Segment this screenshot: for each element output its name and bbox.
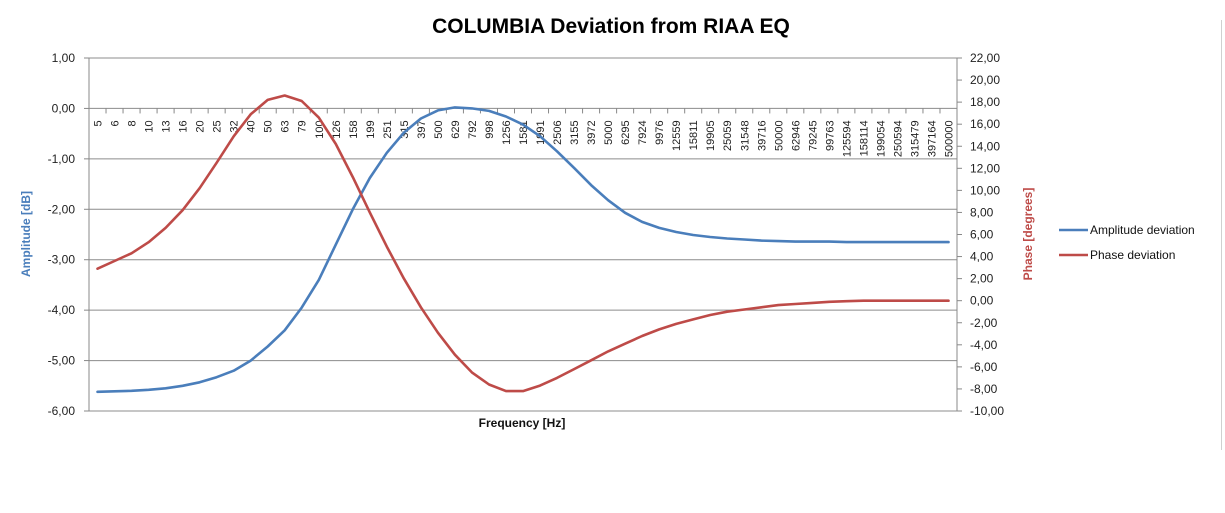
x-tick-label: 25 <box>212 120 224 132</box>
right-tick-label: 12,00 <box>970 161 1000 175</box>
right-tick-label: -6,00 <box>970 360 998 374</box>
phase-deviation-line <box>96 94 950 393</box>
x-tick-label: 10 <box>144 120 156 132</box>
x-tick-label: 6295 <box>620 120 632 144</box>
x-tick-label: 3155 <box>569 120 581 144</box>
chart-title: COLUMBIA Deviation from RIAA EQ <box>432 15 790 38</box>
x-tick-label: 5000 <box>603 120 615 144</box>
right-tick-label: 8,00 <box>970 205 994 219</box>
x-tick-label: 99763 <box>824 120 836 151</box>
x-tick-label: 63 <box>280 120 292 132</box>
x-tick-label: 158114 <box>858 120 870 156</box>
x-tick-label: 629 <box>450 120 462 138</box>
x-tick-label: 7924 <box>637 120 649 144</box>
right-tick-label: 2,00 <box>970 272 994 286</box>
x-tick-label: 500000 <box>944 120 956 157</box>
right-tick-label: -4,00 <box>970 338 998 352</box>
x-tick-label: 50 <box>263 120 275 132</box>
x-tick-label: 126 <box>331 120 343 138</box>
x-tick-label: 8 <box>127 120 139 126</box>
right-tick-label: 4,00 <box>970 250 994 264</box>
x-tick-label: 20 <box>195 120 207 132</box>
x-tick-label: 3972 <box>586 120 598 144</box>
x-tick-label: 125594 <box>841 120 853 157</box>
left-tick-label: -1,00 <box>48 152 76 166</box>
x-tick-label: 25059 <box>722 120 734 151</box>
left-tick-label: 1,00 <box>52 51 76 65</box>
x-tick-label: 397 <box>416 120 428 138</box>
x-tick-label: 2506 <box>552 120 564 144</box>
x-tick-label: 15811 <box>688 120 700 150</box>
x-tick-label: 5 <box>93 120 105 126</box>
x-tick-label: 19905 <box>705 120 717 151</box>
x-tick-label: 158 <box>348 120 360 138</box>
legend: Amplitude deviation Phase deviation <box>1059 223 1195 262</box>
x-tick-label: 1256 <box>501 120 513 144</box>
left-tick-label: -3,00 <box>48 253 76 267</box>
right-tick-label: 0,00 <box>970 294 994 308</box>
x-tick-label: 16 <box>178 120 190 132</box>
x-tick-label: 500 <box>433 120 445 138</box>
right-tick-label: -10,00 <box>970 404 1004 418</box>
x-tick-label: 6 <box>110 120 122 126</box>
right-axis-ticks: 22,00 20,00 18,00 16,00 14,00 12,00 10,00 8,00 6… <box>956 51 1004 418</box>
amplitude-deviation-line <box>96 106 950 394</box>
x-tick-label: 62946 <box>790 120 802 151</box>
x-tick-label: 31548 <box>739 120 751 151</box>
left-tick-label: -4,00 <box>48 303 76 317</box>
left-tick-label: -5,00 <box>48 354 76 368</box>
x-tick-label: 251 <box>382 120 394 138</box>
right-tick-label: 14,00 <box>970 139 1000 153</box>
x-tick-label: 12559 <box>671 120 683 151</box>
legend-label: Amplitude deviation <box>1090 223 1195 237</box>
x-tick-label: 9976 <box>654 120 666 144</box>
right-tick-label: 16,00 <box>970 117 1000 131</box>
right-axis-title: Phase [degrees] <box>1021 188 1035 281</box>
x-tick-label: 79245 <box>807 120 819 151</box>
series-layer <box>96 94 950 394</box>
x-tick-label: 397164 <box>927 120 939 157</box>
x-tick-label: 199054 <box>875 120 887 157</box>
right-tick-label: 6,00 <box>970 228 994 242</box>
x-tick-label: 79 <box>297 120 309 132</box>
x-tick-label: 199 <box>365 120 377 138</box>
x-tick-label: 13 <box>161 120 173 132</box>
x-tick-label: 315479 <box>910 120 922 157</box>
left-tick-label: -6,00 <box>48 404 76 418</box>
left-axis-title: Amplitude [dB] <box>19 191 33 277</box>
x-tick-label: 39716 <box>756 120 768 151</box>
x-tick-label: 50000 <box>773 120 785 151</box>
right-tick-label: -2,00 <box>970 316 998 330</box>
right-tick-label: 22,00 <box>970 51 1000 65</box>
x-axis-title: Frequency [Hz] <box>479 416 566 430</box>
right-tick-label: 18,00 <box>970 95 1000 109</box>
x-tick-label: 40 <box>246 120 258 132</box>
x-tick-label: 100 <box>314 120 326 138</box>
gridlines <box>89 57 957 412</box>
right-tick-label: 10,00 <box>970 183 1000 197</box>
x-tick-label: 998 <box>484 120 496 138</box>
x-axis: 5 6 8 10 13 16 20 25 32 40 50 63 79 100 126 158 199 251 31… <box>88 107 958 157</box>
window-edge-line <box>1221 20 1222 450</box>
right-tick-label: 20,00 <box>970 73 1000 87</box>
x-tick-label: 792 <box>467 120 479 138</box>
left-tick-label: -2,00 <box>48 202 76 216</box>
x-tick-label: 250594 <box>892 120 904 157</box>
left-tick-label: 0,00 <box>52 101 76 115</box>
left-axis-ticks: 1,00 0,00 -1,00 -2,00 -3,00 -4,00 -5,00 -6,00 <box>48 51 90 418</box>
legend-label: Phase deviation <box>1090 248 1175 262</box>
right-tick-label: -8,00 <box>970 382 998 396</box>
